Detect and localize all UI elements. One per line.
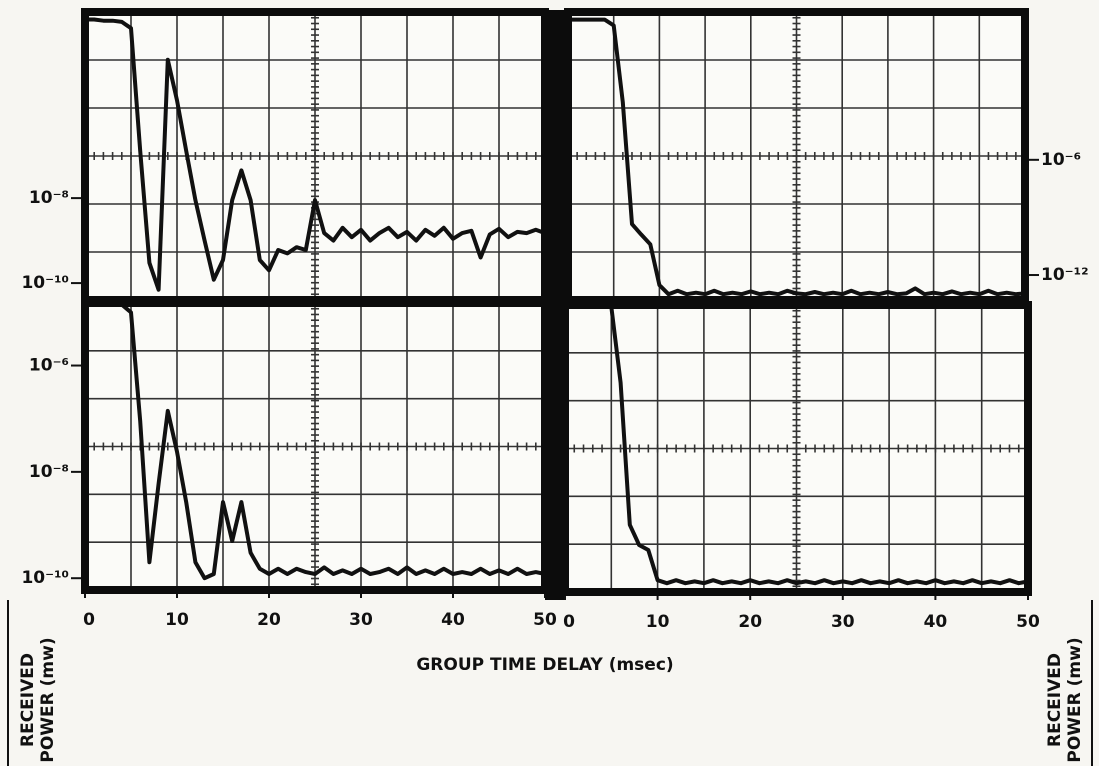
- trace: [565, 304, 1029, 586]
- x-tick-label: 10: [646, 612, 670, 632]
- x-tick-label: 20: [257, 610, 281, 630]
- y-tick-label: 10⁻⁶: [1041, 150, 1081, 170]
- panel-divider: [545, 10, 565, 600]
- y-tick-label: 10⁻⁸: [29, 462, 69, 482]
- panel-frame: [564, 8, 1029, 304]
- panel-frame: [561, 301, 1032, 596]
- x-tick-label: 50: [533, 610, 557, 630]
- y-axis-label: RECEIVED: [1045, 653, 1065, 747]
- x-tick-label: 10: [165, 610, 189, 630]
- x-tick-label: 0: [83, 610, 95, 630]
- y-axis-label: RECEIVED: [18, 653, 38, 747]
- y-axis-label: POWER (mw): [1065, 637, 1085, 762]
- y-axis-label: POWER (mw): [38, 637, 58, 762]
- x-tick-label: 30: [831, 612, 855, 632]
- x-tick-label: 40: [441, 610, 465, 630]
- trace: [85, 17, 546, 292]
- trace: [568, 17, 1026, 297]
- y-tick-label: 10⁻¹⁰: [21, 568, 69, 588]
- panel-frame: [81, 299, 549, 594]
- trace: [85, 302, 546, 581]
- x-tick-label: 30: [349, 610, 373, 630]
- y-tick-label: 10⁻⁶: [29, 356, 69, 376]
- x-tick-label: 20: [738, 612, 762, 632]
- y-tick-label: 10⁻¹⁰: [21, 273, 69, 293]
- x-tick-label: 50: [1016, 612, 1040, 632]
- x-tick-label: 40: [924, 612, 948, 632]
- x-tick-label: 0: [563, 612, 575, 632]
- x-axis-label: GROUP TIME DELAY (msec): [416, 655, 673, 675]
- y-tick-label: 10⁻⁸: [29, 188, 69, 208]
- y-tick-label: 10⁻¹²: [1041, 265, 1089, 285]
